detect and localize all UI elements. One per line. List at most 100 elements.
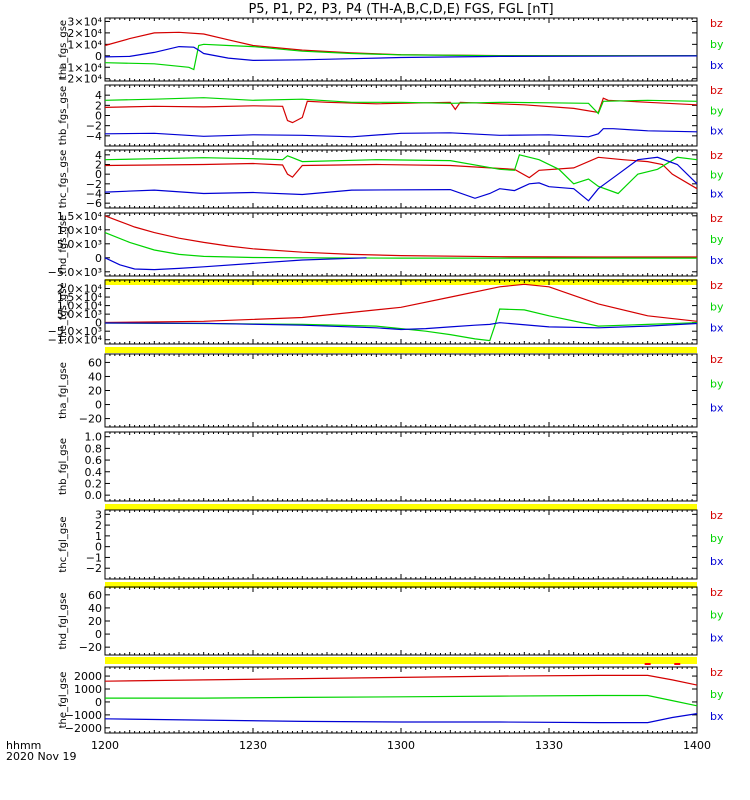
y-axis-label: thb_fgs_gse	[58, 86, 69, 145]
availability-bar	[105, 504, 697, 510]
y-axis-label: thb_fgl_gse	[58, 438, 69, 495]
series-bx-line	[104, 322, 698, 331]
y-tick-label: 0	[95, 168, 102, 181]
legend-bx: bx	[710, 710, 724, 723]
y-tick-label: 0.8	[85, 442, 103, 455]
y-tick-label: 20	[88, 615, 102, 628]
y-tick-label: 0	[95, 628, 102, 641]
y-tick-label: 2	[95, 519, 102, 532]
y-tick-label: 0.0	[85, 489, 103, 502]
x-tick-label: 1300	[387, 739, 415, 752]
series-bz-line	[104, 215, 697, 258]
panel-5: 2.0×10⁴1.5×10⁴1.0×10⁴5.0×10³0−5.0×10³−1.…	[48, 279, 724, 353]
series-bx-line	[104, 257, 367, 271]
y-axis-label: thc_fgl_gse	[58, 516, 69, 572]
x-tick-label: 1400	[683, 739, 711, 752]
series-bz-line	[104, 97, 698, 124]
y-tick-label: 0.6	[85, 454, 103, 467]
legend-bx: bx	[710, 631, 724, 644]
y-tick-label: 1×10⁴	[67, 38, 102, 51]
legend-by: by	[710, 168, 724, 181]
y-tick-label: −4	[86, 130, 102, 143]
legend-by: by	[710, 104, 724, 117]
panel-frame	[104, 586, 698, 656]
y-tick-label: 0	[95, 696, 102, 709]
y-tick-label: 60	[88, 356, 102, 369]
x-tick-label: 1230	[239, 739, 267, 752]
y-tick-label: −2	[86, 562, 102, 575]
availability-bar	[105, 347, 697, 353]
panel-frame	[104, 279, 698, 345]
y-tick-label: −6	[86, 197, 102, 210]
series-by-line	[104, 308, 698, 342]
legend-by: by	[710, 688, 724, 701]
panel-2: 420−2−4 thb_fgs_gse bz by bx	[58, 84, 724, 147]
panel-frame	[104, 509, 698, 580]
time-axis-label: hhmm	[6, 739, 42, 752]
legend-bx: bx	[710, 254, 724, 267]
legend-bx: bx	[710, 402, 724, 415]
x-tick-label: 1330	[535, 739, 563, 752]
y-tick-label: 4	[95, 89, 102, 102]
y-tick-label: 60	[88, 589, 102, 602]
y-axis-label: the_fgs_gse	[58, 282, 69, 341]
legend-by: by	[710, 532, 724, 545]
panel-frame	[104, 17, 698, 82]
legend-bz: bz	[710, 84, 723, 97]
y-tick-label: 40	[88, 370, 102, 383]
y-axis-label: the_fgl_gse	[58, 672, 69, 729]
y-tick-label: 0	[95, 399, 102, 412]
legend-bz: bz	[710, 212, 723, 225]
y-tick-label: 1.0×10⁴	[57, 300, 103, 313]
series-by-line	[104, 154, 698, 195]
y-tick-label: −4	[86, 188, 102, 201]
panel-frame	[104, 353, 698, 428]
legend-by: by	[710, 377, 724, 390]
y-tick-label: −1000	[65, 709, 102, 722]
legend-bx: bx	[710, 188, 724, 201]
series-bx-line	[104, 713, 698, 724]
legend-bx: bx	[710, 322, 724, 335]
y-tick-label: 2	[95, 159, 102, 172]
y-tick-label: 0	[95, 541, 102, 554]
series-by-line	[104, 43, 697, 71]
availability-bar	[105, 657, 697, 663]
series-by-line	[104, 97, 698, 115]
y-tick-label: −20	[79, 413, 102, 426]
legend-by: by	[710, 233, 724, 246]
series-bz-line	[104, 156, 698, 190]
y-tick-label: 5.0×10³	[57, 308, 102, 321]
y-tick-label: 1	[95, 530, 102, 543]
legend-bz: bz	[710, 509, 723, 522]
legend-by: by	[710, 609, 724, 622]
legend-bx: bx	[710, 59, 724, 72]
x-tick-label: 1200	[91, 739, 119, 752]
legend-bz: bz	[710, 149, 723, 162]
legend-bx: bx	[710, 555, 724, 568]
y-tick-label: −2×10⁴	[58, 73, 102, 86]
chart-title: P5, P1, P2, P3, P4 (TH-A,B,C,D,E) FGS, F…	[248, 2, 553, 17]
legend-by: by	[710, 300, 724, 313]
y-tick-label: −1	[86, 551, 102, 564]
y-tick-label: 20	[88, 385, 102, 398]
series-bz-line	[104, 31, 697, 57]
series-by-line	[104, 232, 697, 259]
y-tick-label: 0	[95, 50, 102, 63]
series-bx-line	[104, 156, 698, 202]
y-tick-label: −5.0×10³	[48, 325, 102, 338]
y-tick-label: −20	[79, 641, 102, 654]
panel-frame	[104, 212, 698, 277]
y-axis-label: thc_fgs_gse	[58, 150, 69, 209]
y-tick-label: 0	[95, 252, 102, 265]
y-tick-label: 1000	[74, 683, 102, 696]
legend-bz: bz	[710, 353, 723, 366]
y-tick-label: −2	[86, 178, 102, 191]
legend-bz: bz	[710, 586, 723, 599]
legend-bz: bz	[710, 17, 723, 30]
y-tick-label: 5.0×10³	[57, 238, 102, 251]
